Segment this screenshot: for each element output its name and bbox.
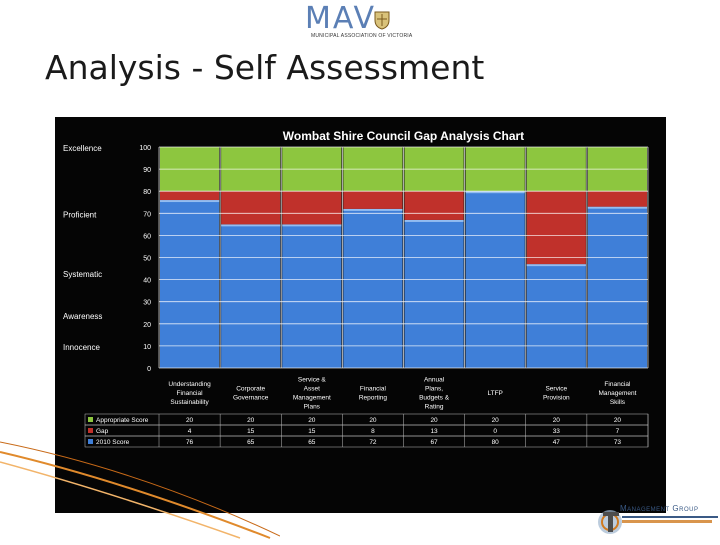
legend-swatch-appropriate-score (88, 417, 93, 422)
legend-label-appropriate-score: Appropriate Score (96, 417, 149, 424)
footer-logo-text: Management Group (620, 504, 699, 513)
y-tick-50: 50 (143, 256, 151, 263)
y-tick-20: 20 (143, 322, 151, 329)
table-cell-2010-score-6: 47 (553, 439, 561, 446)
table-row-gap (84, 424, 649, 437)
level-label-systematic: Systematic (63, 270, 102, 279)
bar-highlight-5 (465, 191, 525, 194)
table-cell-appropriate-score-2: 20 (308, 417, 316, 424)
table-cell-2010-score-4: 67 (430, 439, 438, 446)
category-label-3: Financial Reporting (359, 386, 388, 402)
legend-label-2010-score: 2010 Score (96, 439, 130, 446)
category-label-7: Financial Management Skills (598, 381, 636, 406)
logo-text: MAV (305, 1, 377, 36)
table-cell-appropriate-score-1: 20 (247, 417, 255, 424)
table-cell-2010-score-2: 65 (308, 439, 316, 446)
table-cell-appropriate-score-7: 20 (614, 417, 622, 424)
bar-2010-score-4 (404, 219, 464, 368)
table-cell-gap-1: 15 (247, 428, 255, 435)
level-label-innocence: Innocence (63, 343, 100, 352)
category-label-0: Understanding Financial Sustainability (168, 381, 211, 406)
table-cell-gap-0: 4 (188, 428, 192, 435)
y-tick-80: 80 (143, 189, 151, 196)
table-cell-gap-5: 0 (493, 428, 497, 435)
table-cell-2010-score-1: 65 (247, 439, 255, 446)
table-cell-2010-score-5: 80 (492, 439, 500, 446)
level-label-proficient: Proficient (63, 210, 97, 219)
bar-gap-4 (404, 191, 464, 220)
bar-gap-2 (282, 191, 342, 225)
table-cell-gap-4: 13 (430, 428, 438, 435)
chart-panel: Wombat Shire Council Gap Analysis Chart 0… (55, 117, 666, 513)
crest-icon (374, 11, 390, 30)
table-cell-gap-7: 7 (616, 428, 620, 435)
bar-gap-3 (343, 191, 403, 209)
y-tick-100: 100 (139, 145, 151, 152)
table-cell-appropriate-score-0: 20 (186, 417, 194, 424)
bar-highlight-1 (221, 224, 281, 227)
bar-gap-7 (587, 191, 647, 207)
table-cell-appropriate-score-5: 20 (492, 417, 500, 424)
category-label-4: Annual Plans, Budgets & Rating (419, 377, 450, 411)
bar-2010-score-1 (221, 224, 281, 368)
level-label-excellence: Excellence (63, 144, 102, 153)
bar-2010-score-0 (160, 200, 220, 368)
management-group-logo-icon (598, 510, 718, 534)
bar-gap-0 (160, 191, 220, 201)
y-tick-30: 30 (143, 300, 151, 307)
logo-subtitle: MUNICIPAL ASSOCIATION OF VICTORIA (311, 33, 413, 39)
table-cell-gap-3: 8 (371, 428, 375, 435)
table-cell-2010-score-0: 76 (186, 439, 194, 446)
table-cell-2010-score-7: 73 (614, 439, 622, 446)
bar-gap-1 (221, 191, 281, 225)
y-tick-90: 90 (143, 167, 151, 174)
bar-highlight-0 (160, 200, 220, 203)
y-tick-10: 10 (143, 344, 151, 351)
category-label-2: Service & Asset Management Plans (293, 377, 331, 411)
y-tick-70: 70 (143, 211, 151, 218)
bar-highlight-4 (404, 219, 464, 222)
bar-2010-score-3 (343, 208, 403, 368)
bar-2010-score-2 (282, 224, 342, 368)
category-label-5: LTFP (487, 390, 502, 397)
category-label-1: Corporate Governance (233, 386, 269, 402)
mav-logo: MAV MUNICIPAL ASSOCIATION OF VICTORIA (305, 2, 425, 42)
y-tick-0: 0 (147, 366, 151, 373)
page-title: Analysis - Self Assessment (45, 48, 485, 87)
bar-2010-score-6 (526, 264, 586, 368)
bar-highlight-3 (343, 208, 403, 211)
category-label-6: Service Provision (543, 386, 570, 402)
level-label-awareness: Awareness (63, 312, 102, 321)
bar-highlight-2 (282, 224, 342, 227)
table-cell-appropriate-score-6: 20 (553, 417, 561, 424)
footer-logo: Management Group (594, 498, 720, 540)
bar-2010-score-7 (587, 206, 647, 368)
gap-analysis-chart: Wombat Shire Council Gap Analysis Chart 0… (63, 129, 649, 448)
table-cell-gap-2: 15 (308, 428, 316, 435)
bar-highlight-6 (526, 264, 586, 267)
legend-label-gap: Gap (96, 428, 109, 435)
y-tick-40: 40 (143, 278, 151, 285)
bar-gap-6 (526, 191, 586, 265)
chart-title: Wombat Shire Council Gap Analysis Chart (283, 129, 524, 143)
legend-swatch-gap (88, 428, 93, 433)
table-cell-appropriate-score-4: 20 (430, 417, 438, 424)
decorative-swoosh (0, 441, 280, 539)
legend-swatch-2010-score (88, 439, 93, 444)
y-tick-60: 60 (143, 233, 151, 240)
table-cell-2010-score-3: 72 (369, 439, 377, 446)
bar-highlight-7 (587, 206, 647, 209)
table-row-appropriate-score (84, 413, 649, 426)
table-cell-appropriate-score-3: 20 (369, 417, 377, 424)
table-cell-gap-6: 33 (553, 428, 561, 435)
